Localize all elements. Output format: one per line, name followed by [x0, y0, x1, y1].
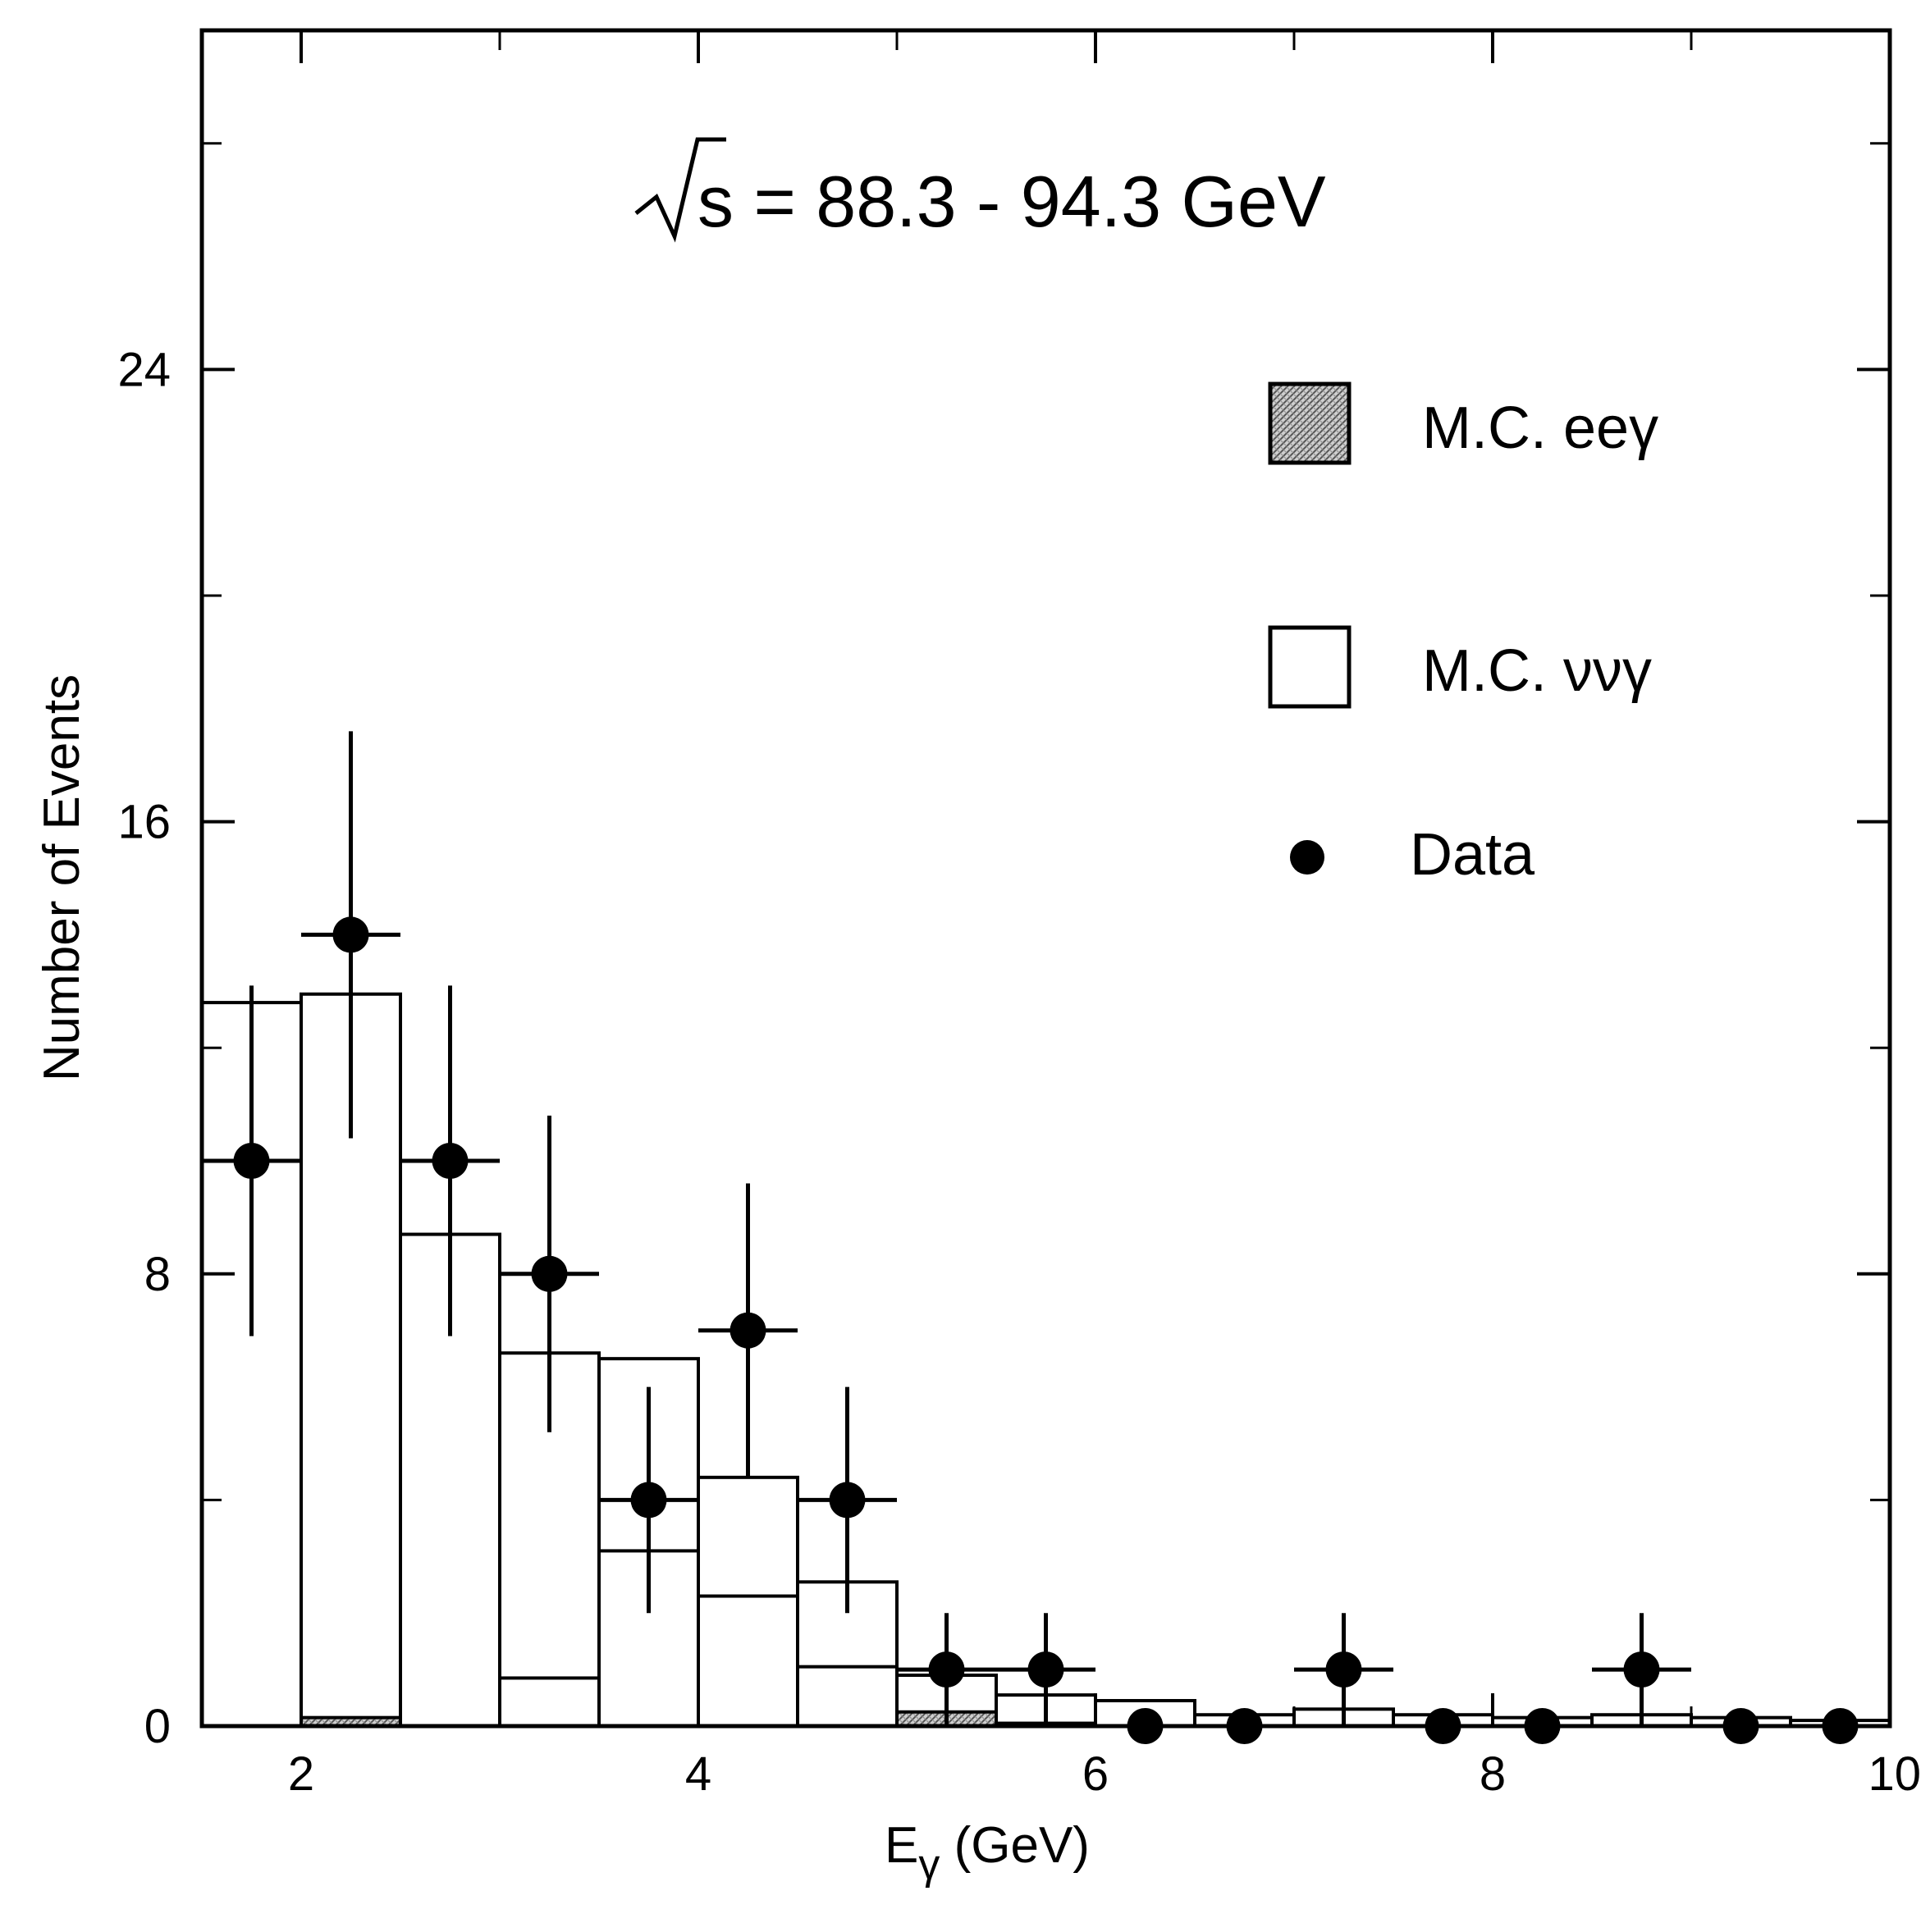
x-tick-label: 8	[1480, 1747, 1506, 1801]
x-tick-label: 4	[685, 1747, 711, 1801]
data-point	[531, 1255, 568, 1292]
bar-ee-gamma	[697, 1594, 799, 1729]
data-point	[432, 1143, 469, 1179]
legend-swatch-ee-gamma	[1268, 381, 1352, 465]
bar-ee-gamma	[796, 1665, 899, 1729]
energy-annotation: s = 88.3 - 94.3 GeV	[634, 137, 1326, 243]
x-axis-title-unit: (GeV)	[940, 1817, 1090, 1874]
legend-marker-data	[1290, 840, 1324, 875]
y-tick-label: 24	[117, 343, 171, 396]
legend-label-data: Data	[1410, 822, 1535, 888]
data-point	[233, 1143, 270, 1179]
x-tick-label: 10	[1868, 1747, 1921, 1801]
x-tick-label: 2	[288, 1747, 314, 1801]
data-point	[1325, 1651, 1362, 1688]
legend-label-nunu-gamma: M.C. ννγ	[1422, 638, 1652, 704]
legend: M.C. eeγ M.C. ννγ Data	[1268, 381, 1658, 888]
data-point	[1623, 1651, 1660, 1688]
data-point	[730, 1312, 766, 1349]
sqrt-symbol	[634, 137, 726, 243]
y-axis-title: Number of Events	[34, 674, 90, 1081]
energy-annotation-text: s = 88.3 - 94.3 GeV	[698, 161, 1326, 242]
x-axis-title: Eγ (GeV)	[885, 1817, 1090, 1889]
data-point	[829, 1482, 866, 1519]
x-axis-title-subscript: γ	[918, 1841, 940, 1889]
y-tick-label: 16	[117, 796, 171, 849]
data-point	[1027, 1651, 1064, 1688]
y-tick-label: 0	[144, 1700, 171, 1753]
data-point	[630, 1482, 667, 1519]
data-point	[332, 916, 369, 953]
y-tick-label: 8	[144, 1248, 171, 1301]
data-point	[928, 1651, 965, 1688]
bar-ee-gamma	[498, 1676, 601, 1729]
x-axis-title-main: E	[885, 1817, 918, 1874]
x-tick-label: 6	[1082, 1747, 1109, 1801]
legend-swatch-nunu-gamma	[1268, 625, 1352, 709]
legend-label-ee-gamma: M.C. eeγ	[1422, 395, 1658, 461]
plot-frame	[199, 28, 1892, 1729]
